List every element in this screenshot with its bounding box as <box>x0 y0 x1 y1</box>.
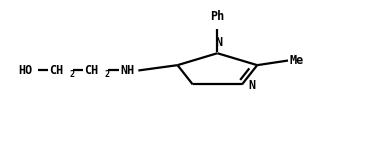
Text: N: N <box>248 79 256 92</box>
Text: HO: HO <box>18 64 32 77</box>
Text: CH: CH <box>49 64 63 77</box>
Text: Me: Me <box>290 54 304 67</box>
Text: 2: 2 <box>69 71 75 80</box>
Text: NH: NH <box>120 64 134 77</box>
Text: N: N <box>216 36 223 49</box>
Text: Ph: Ph <box>210 10 225 23</box>
Text: CH: CH <box>84 64 98 77</box>
Text: 2: 2 <box>105 71 109 80</box>
